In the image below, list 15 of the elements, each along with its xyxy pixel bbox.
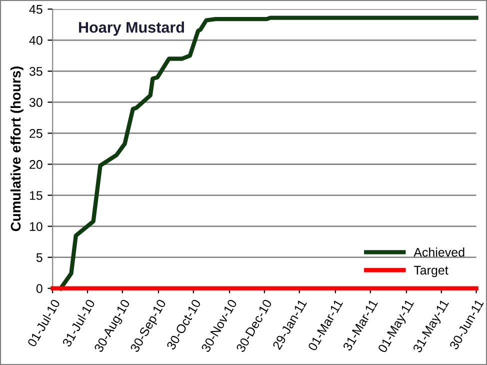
y-tick-label: 35 — [29, 66, 42, 76]
legend-label: Achieved — [414, 248, 464, 257]
y-tick-label: 40 — [29, 36, 42, 45]
y-tick-label: 45 — [29, 5, 42, 14]
y-tick-label: 20 — [30, 160, 42, 169]
line-series — [58, 16, 478, 290]
legend-label: Target — [414, 266, 448, 278]
y-tick-label: 5 — [36, 253, 42, 262]
y-tick-label: 10 — [30, 222, 42, 231]
annotation: Hoary Mustard — [79, 22, 184, 36]
y-tick-label: 25 — [30, 129, 42, 138]
y-tick-label: 15 — [30, 191, 42, 200]
y-tick-label: 30 — [29, 98, 42, 107]
y-tick-label: 0 — [36, 284, 42, 293]
y-axis-title: Cumulative effort (hours) — [10, 66, 24, 232]
